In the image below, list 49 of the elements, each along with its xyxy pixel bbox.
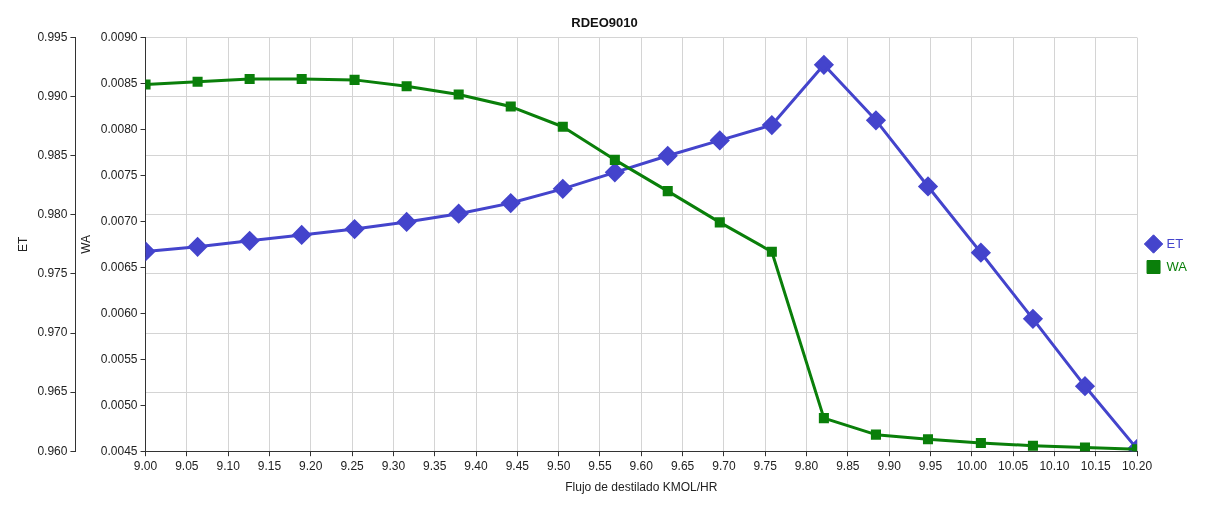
x-tick-label: 9.40 bbox=[464, 458, 489, 473]
chart-title: RDEO9010 bbox=[571, 15, 638, 31]
y2-tick-label: 0.0045 bbox=[100, 443, 138, 458]
x-axis-title: Flujo de destilado KMOL/HR bbox=[565, 480, 718, 495]
x-tick-label: 9.20 bbox=[299, 458, 323, 473]
x-tick-label: 9.45 bbox=[505, 458, 530, 473]
x-tick-label: 9.65 bbox=[670, 458, 695, 473]
legend-label: ET bbox=[1166, 235, 1184, 251]
y-tick-label: 0.960 bbox=[37, 443, 68, 458]
x-tick-label: 10.10 bbox=[1039, 458, 1070, 473]
x-tick-label: 9.85 bbox=[836, 458, 860, 473]
y2-tick-label: 0.0085 bbox=[100, 75, 138, 90]
y2-tick-label: 0.0050 bbox=[100, 397, 138, 412]
x-tick-label: 9.95 bbox=[918, 458, 943, 473]
y-tick-label: 0.965 bbox=[37, 384, 68, 399]
y-tick-label: 0.970 bbox=[37, 325, 68, 340]
y2-tick-label: 0.0090 bbox=[100, 29, 138, 44]
y2-tick-label: 0.0060 bbox=[100, 305, 138, 320]
x-tick-label: 9.70 bbox=[712, 458, 736, 473]
x-tick-label: 9.10 bbox=[216, 458, 241, 473]
x-tick-label: 9.05 bbox=[175, 458, 199, 473]
y-tick-label: 0.995 bbox=[37, 29, 68, 44]
x-tick-label: 9.90 bbox=[877, 458, 902, 473]
x-tick-label: 10.05 bbox=[998, 458, 1029, 473]
x-tick-label: 10.00 bbox=[956, 458, 988, 473]
x-tick-label: 9.35 bbox=[423, 458, 447, 473]
y-tick-label: 0.990 bbox=[37, 89, 68, 103]
x-tick-label: 9.25 bbox=[340, 458, 365, 473]
x-tick-label: 9.50 bbox=[546, 458, 571, 473]
x-tick-label: 9.00 bbox=[133, 458, 158, 473]
y-axis-title: ET bbox=[15, 236, 30, 253]
x-tick-label: 9.80 bbox=[794, 458, 819, 473]
y2-tick-label: 0.0080 bbox=[100, 121, 138, 136]
y2-axis-title: WA bbox=[78, 234, 93, 254]
x-tick-label: 10.20 bbox=[1122, 458, 1153, 473]
y2-tick-label: 0.0070 bbox=[100, 213, 138, 228]
x-tick-label: 9.75 bbox=[753, 458, 778, 473]
y2-tick-label: 0.0055 bbox=[100, 351, 138, 366]
x-tick-label: 10.15 bbox=[1080, 458, 1112, 473]
x-tick-label: 9.60 bbox=[629, 458, 654, 473]
y2-tick-label: 0.0065 bbox=[100, 259, 138, 274]
y2-tick-label: 0.0075 bbox=[100, 167, 138, 182]
legend-label: WA bbox=[1166, 258, 1188, 274]
y-tick-label: 0.985 bbox=[37, 148, 68, 163]
y-tick-label: 0.980 bbox=[37, 207, 68, 222]
x-tick-label: 9.55 bbox=[588, 458, 612, 473]
x-tick-label: 9.15 bbox=[257, 458, 282, 473]
x-tick-label: 9.30 bbox=[381, 458, 406, 473]
y-tick-label: 0.975 bbox=[37, 266, 68, 281]
